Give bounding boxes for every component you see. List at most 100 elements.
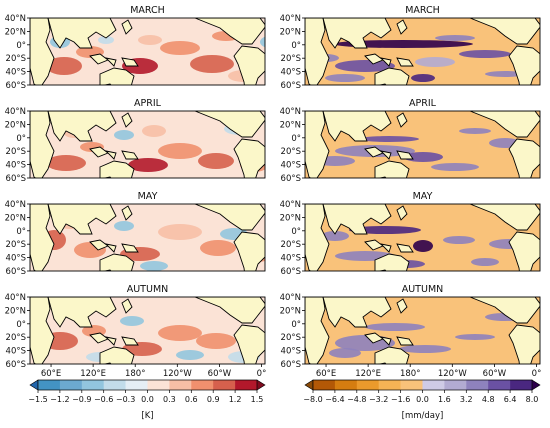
colorbar-tick-label: −1.5 xyxy=(28,395,47,404)
lat-tick-label: 40°N xyxy=(5,293,26,303)
field xyxy=(305,297,540,364)
lon-tick-label: 60°W xyxy=(483,369,507,379)
colorbar-tick-label: −4.8 xyxy=(347,395,366,404)
map-panel-left-3: MAY 40°N 20°N 0° 20°S 40°S 60°S xyxy=(5,191,266,277)
lon-tick-label: 120°W xyxy=(438,369,467,379)
field xyxy=(305,204,540,271)
anomaly-patch xyxy=(160,41,200,55)
lat-tick-label: 40°S xyxy=(6,161,26,171)
colorbar-tick-label: 3.2 xyxy=(460,395,473,404)
map-panel-right-4: AUTUMN 40°N 20°N 0° 20°S 40°S 60°S 60°E 120°E 180… xyxy=(280,284,542,379)
lat-tick-label: 20°S xyxy=(6,147,26,157)
panel-title: APRIL xyxy=(409,98,437,109)
colorbar-segment xyxy=(169,380,192,390)
anomaly-patch xyxy=(403,152,443,162)
anomaly-patch xyxy=(138,35,162,45)
colorbar-segment xyxy=(334,380,358,390)
panel-frame xyxy=(29,203,266,272)
panel-title: MAY xyxy=(138,191,158,202)
panel-frame xyxy=(304,203,541,272)
colorbar-segment xyxy=(422,380,445,390)
colorbar-segment xyxy=(213,380,236,390)
lat-tick-label: 20°N xyxy=(5,27,26,37)
colorbar-segment xyxy=(191,380,214,390)
panel-title: APRIL xyxy=(134,98,162,109)
colorbar-segment xyxy=(38,380,61,390)
panel-frame xyxy=(29,17,266,86)
field xyxy=(30,297,265,364)
lat-tick-label: 20°N xyxy=(5,306,26,316)
lon-tick-label: 60°W xyxy=(208,369,232,379)
lat-tick-label: 0° xyxy=(291,320,301,330)
lat-tick-label: 0° xyxy=(16,134,26,144)
colorbar-tick-label: −3.2 xyxy=(369,395,388,404)
colorbar-tick-label: −6.4 xyxy=(325,395,344,404)
anomaly-patch xyxy=(431,163,479,171)
lat-tick-label: 40°N xyxy=(280,107,301,117)
panel-title: MARCH xyxy=(405,5,440,16)
lat-tick-label: 20°N xyxy=(280,120,301,130)
lat-tick-label: 20°S xyxy=(6,240,26,250)
lat-tick-label: 40°S xyxy=(6,68,26,78)
colorbar-segment xyxy=(59,380,83,390)
colorbar-segment xyxy=(125,380,148,390)
colorbar-label: [K] xyxy=(141,411,153,421)
lat-tick-label: 20°N xyxy=(280,306,301,316)
lon-tick-label: 0° xyxy=(257,369,267,379)
colorbar-tick-label: 6.4 xyxy=(504,395,517,404)
colorbar-tick-label: 1.2 xyxy=(229,395,242,404)
lat-tick-label: 60°S xyxy=(6,174,26,184)
anomaly-patch xyxy=(98,36,114,44)
colorbar-segment xyxy=(488,380,511,390)
panel-frame xyxy=(304,296,541,365)
field xyxy=(30,204,265,271)
colorbar-segment xyxy=(378,380,401,390)
anomaly-patch xyxy=(114,221,134,231)
colorbar-segment xyxy=(400,380,423,390)
colorbar-segment xyxy=(444,380,467,390)
lon-tick-label: 120°W xyxy=(163,369,192,379)
anomaly-patch xyxy=(413,240,433,252)
lat-tick-label: 40°N xyxy=(280,293,301,303)
anomaly-patch xyxy=(176,350,204,360)
anomaly-patch xyxy=(415,57,455,67)
anomaly-patch xyxy=(142,125,166,137)
anomaly-patch xyxy=(443,236,475,244)
lat-tick-label: 40°S xyxy=(6,254,26,264)
anomaly-patch xyxy=(411,74,435,82)
lon-tick-label: 180° xyxy=(125,369,145,379)
anomaly-patch xyxy=(140,261,168,271)
anomaly-patch xyxy=(349,226,421,234)
panel-frame xyxy=(29,296,266,365)
colorbar-tick-label: 0.0 xyxy=(141,395,154,404)
map-panel-right-3: MAY 40°N 20°N 0° 20°S 40°S 60°S xyxy=(280,191,541,277)
anomaly-patch xyxy=(46,155,86,171)
lat-tick-label: 0° xyxy=(291,41,301,51)
anomaly-patch xyxy=(46,57,82,75)
panel-frame xyxy=(29,110,266,179)
colorbar-segment xyxy=(510,380,533,390)
lat-tick-label: 20°S xyxy=(6,333,26,343)
panel-frame xyxy=(304,110,541,179)
field xyxy=(305,111,540,178)
colorbar-extend-high xyxy=(256,379,266,391)
anomaly-patch xyxy=(200,240,236,256)
lat-tick-label: 40°N xyxy=(5,14,26,24)
map-panel-right-1: MARCH 40°N 20°N 0° 20°S 40°S 60°S xyxy=(280,5,541,91)
anomaly-patch xyxy=(359,136,419,142)
colorbar-segment xyxy=(103,380,126,390)
lat-tick-label: 20°S xyxy=(281,333,301,343)
anomaly-patch xyxy=(335,60,395,72)
anomaly-patch xyxy=(196,333,236,349)
lat-tick-label: 40°S xyxy=(281,347,301,357)
colorbar-temperature: −1.5 −1.2 −0.9 −0.6 −0.3 0.0 0.3 0.6 0.9 1.2 1.5 [K… xyxy=(28,379,266,421)
lat-tick-label: 40°S xyxy=(281,68,301,78)
anomaly-patch xyxy=(459,50,511,58)
colorbar-tick-label: 1.5 xyxy=(251,395,264,404)
colorbar-tick-label: 0.6 xyxy=(185,395,198,404)
colorbar-tick-label: 0.0 xyxy=(416,395,429,404)
panel-title: AUTUMN xyxy=(402,284,444,295)
anomaly-patch xyxy=(260,36,265,48)
lat-tick-label: 20°S xyxy=(281,54,301,64)
